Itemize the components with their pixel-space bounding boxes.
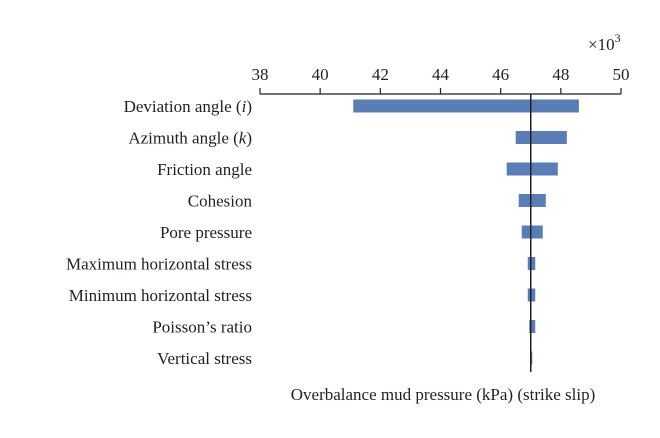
- x-tick-label: 44: [432, 65, 450, 84]
- category-label: Vertical stress: [157, 349, 252, 368]
- x-tick-label: 46: [492, 65, 509, 84]
- x-tick-label: 38: [252, 65, 269, 84]
- bar: [527, 257, 536, 270]
- x-tick-label: 48: [552, 65, 569, 84]
- x-tick-label: 50: [613, 65, 630, 84]
- bars: [353, 99, 579, 365]
- bar: [521, 225, 543, 239]
- category-label: Pore pressure: [160, 223, 252, 242]
- category-label: Friction angle: [157, 160, 252, 179]
- x-tick-label: 42: [372, 65, 389, 84]
- category-label: Poisson’s ratio: [152, 318, 252, 337]
- category-label: Azimuth angle (k): [128, 129, 252, 148]
- bar: [353, 99, 579, 113]
- x-axis: 38 40 42 44 46 48 50: [252, 65, 630, 95]
- bar: [530, 351, 533, 365]
- category-label: Cohesion: [188, 192, 253, 211]
- x-tick-label: 40: [312, 65, 329, 84]
- category-label: Maximum horizontal stress: [66, 255, 252, 274]
- category-labels: Deviation angle (i) Azimuth angle (k) Fric…: [66, 97, 253, 368]
- category-label: Minimum horizontal stress: [69, 286, 252, 305]
- axis-multiplier: ×103: [588, 31, 621, 54]
- bar: [527, 288, 536, 302]
- x-axis-label: Overbalance mud pressure (kPa) (strike s…: [291, 385, 595, 404]
- bar: [518, 194, 546, 207]
- bar: [515, 131, 567, 144]
- category-label: Deviation angle (i): [124, 97, 252, 116]
- bar: [506, 162, 558, 176]
- bar: [529, 320, 536, 333]
